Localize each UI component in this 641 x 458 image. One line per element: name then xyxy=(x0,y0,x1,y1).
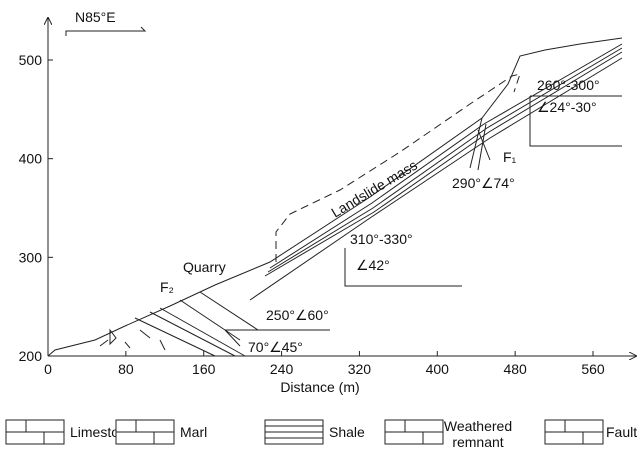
dip-label: 290°∠74° xyxy=(452,175,515,191)
dip-label: 250°∠60° xyxy=(266,307,329,323)
direction-label: N85°E xyxy=(75,9,116,25)
legend-label: Weathered remnant xyxy=(444,418,512,450)
marl-beds xyxy=(134,291,259,357)
ground-surface xyxy=(47,37,623,357)
axes xyxy=(48,18,636,356)
dip-label: 260°-300° xyxy=(537,77,600,93)
mid-bracket xyxy=(344,248,462,287)
legend-label: Fault xyxy=(606,424,637,440)
dip-label: ∠42° xyxy=(356,257,390,273)
dip-label: ∠24°-30° xyxy=(537,99,597,115)
limestone-base xyxy=(249,57,623,301)
annotations: Landslide mass Quarry F₂ F₁ 260°-300° ∠2… xyxy=(160,77,600,355)
direction: N85°E xyxy=(65,9,147,36)
upper-bracket xyxy=(529,95,622,147)
legend-label: Marl xyxy=(180,424,207,440)
legend-label: Shale xyxy=(329,424,365,440)
f1-label: F₁ xyxy=(503,149,517,165)
legend-pattern xyxy=(385,420,443,444)
y-tick-label: 400 xyxy=(19,151,43,167)
legend-pattern xyxy=(116,420,174,444)
x-axis-title: Distance (m) xyxy=(280,379,359,395)
direction-arrow xyxy=(65,26,147,36)
dip-label: 70°∠45° xyxy=(248,339,303,355)
y-tick-label: 200 xyxy=(19,348,43,364)
shale-layers xyxy=(264,43,623,277)
x-tick-label: 400 xyxy=(426,361,450,377)
x-tick-label: 240 xyxy=(270,361,294,377)
x-tick-label: 560 xyxy=(581,361,605,377)
x-tick-label: 160 xyxy=(192,361,216,377)
fault-f1 xyxy=(469,117,491,171)
section xyxy=(47,37,623,357)
y-tick-label: 300 xyxy=(19,249,43,265)
f2-label: F₂ xyxy=(160,279,174,295)
legend-pattern xyxy=(265,425,323,439)
legend-pattern xyxy=(545,420,603,444)
dip-label: 310°-330° xyxy=(350,231,413,247)
quarry-label: Quarry xyxy=(183,259,226,275)
x-tick-label: 480 xyxy=(503,361,527,377)
y-tick-label: 500 xyxy=(19,52,43,68)
x-tick-label: 0 xyxy=(44,361,52,377)
legend-pattern xyxy=(6,420,64,444)
x-tick-label: 80 xyxy=(118,361,134,377)
low-bracket xyxy=(224,329,330,347)
x-tick-label: 320 xyxy=(348,361,372,377)
weathered-remnant xyxy=(99,328,166,351)
